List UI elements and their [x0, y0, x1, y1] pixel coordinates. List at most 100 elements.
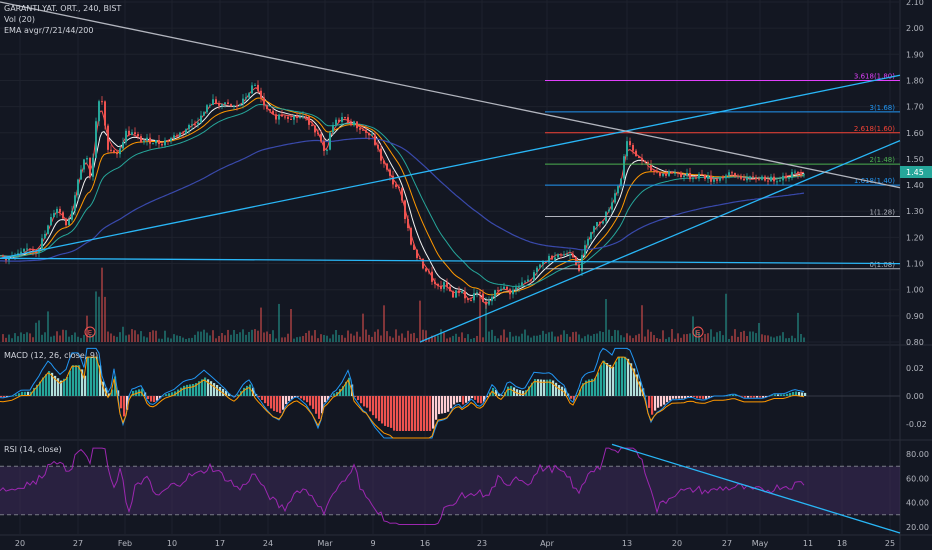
- volume-bar: [533, 335, 535, 342]
- macd-bar: [342, 386, 345, 396]
- time-axis-tick: 10: [167, 539, 177, 548]
- macd-bar: [3, 396, 6, 398]
- macd-bar: [81, 369, 84, 396]
- price-axis-tick: 2.10: [906, 0, 924, 7]
- candle-body: [179, 132, 181, 137]
- macd-bar: [702, 396, 705, 399]
- volume-bar: [203, 329, 205, 342]
- macd-bar: [420, 396, 423, 431]
- volume-bar: [137, 334, 139, 342]
- candle-body: [92, 157, 94, 177]
- macd-bar: [405, 396, 408, 431]
- macd-bar: [798, 391, 801, 396]
- volume-bar: [185, 338, 187, 342]
- volume-bar: [23, 334, 25, 342]
- volume-bar: [449, 337, 451, 342]
- candle-body: [590, 232, 592, 239]
- candle-body: [785, 175, 787, 179]
- macd-bar: [495, 389, 498, 396]
- macd-bar: [252, 387, 255, 396]
- macd-bar: [624, 356, 627, 396]
- volume-bar: [230, 334, 232, 342]
- candle-body: [59, 208, 61, 213]
- macd-bar: [411, 396, 414, 431]
- candle-body: [563, 254, 565, 256]
- volume-bar: [236, 334, 238, 342]
- macd-bar: [579, 389, 582, 396]
- candle-body: [548, 255, 550, 263]
- volume-bar: [359, 336, 361, 342]
- candle-body: [740, 176, 742, 179]
- macd-bar: [483, 396, 486, 402]
- macd-bar: [132, 390, 135, 396]
- candle-body: [674, 172, 676, 174]
- macd-bar: [585, 380, 588, 396]
- fib-level-label: 3(1.68): [869, 104, 895, 112]
- macd-bar: [150, 396, 153, 402]
- volume-bars: [2, 267, 805, 342]
- macd-bar: [198, 381, 201, 396]
- macd-bar: [699, 396, 702, 399]
- candle-body: [281, 114, 283, 117]
- macd-bar: [519, 390, 522, 396]
- candle-body: [626, 141, 628, 157]
- earnings-marker-label: E: [696, 329, 700, 337]
- candle-body: [56, 208, 58, 214]
- macd-bar: [366, 396, 369, 408]
- macd-bar: [306, 396, 309, 403]
- volume-bar: [224, 335, 226, 342]
- macd-bar: [456, 396, 459, 403]
- candle-body: [620, 178, 622, 187]
- macd-bar: [201, 379, 204, 396]
- time-axis-tick: 11: [803, 539, 813, 548]
- macd-bar: [486, 396, 489, 398]
- macd-bar: [159, 396, 162, 399]
- macd-bar: [120, 396, 123, 409]
- macd-bar: [477, 396, 480, 403]
- macd-bar: [645, 395, 648, 397]
- candle-body: [44, 233, 46, 239]
- macd-bar: [426, 396, 429, 431]
- time-axis-tick: 25: [885, 539, 895, 548]
- macd-bar: [621, 356, 624, 396]
- candle-body: [317, 132, 319, 135]
- candle-body: [749, 176, 751, 179]
- volume-bar: [167, 337, 169, 342]
- volume-bar: [8, 334, 10, 342]
- candle-body: [407, 219, 409, 229]
- volume-bar: [782, 332, 784, 342]
- candle-body: [587, 238, 589, 246]
- volume-bar: [389, 336, 391, 342]
- macd-bar: [75, 365, 78, 396]
- macd-bar: [327, 396, 330, 400]
- macd-bar: [6, 396, 9, 397]
- volume-bar: [347, 330, 349, 342]
- volume-bar: [212, 330, 214, 342]
- candle-body: [551, 255, 553, 260]
- candle-body: [326, 149, 328, 151]
- candle-body: [47, 225, 49, 234]
- volume-bar: [233, 330, 235, 342]
- volume-bar: [617, 330, 619, 342]
- candle-body: [464, 291, 466, 299]
- candle-body: [689, 173, 691, 180]
- macd-bar: [168, 393, 171, 396]
- macd-bar: [99, 365, 102, 396]
- candle-body: [347, 117, 349, 123]
- macd-bar: [63, 378, 66, 396]
- macd-bar: [636, 374, 639, 396]
- macd-bar: [84, 375, 87, 396]
- candle-body: [659, 171, 661, 176]
- macd-bar: [264, 396, 267, 404]
- volume-bar: [611, 335, 613, 342]
- volume-bar: [320, 334, 322, 342]
- volume-bar: [53, 335, 55, 342]
- volume-bar: [110, 333, 112, 342]
- candle-body: [434, 281, 436, 285]
- macd-bar: [57, 378, 60, 396]
- macd-bar: [102, 381, 105, 396]
- volume-bar: [569, 336, 571, 342]
- macd-bar: [276, 396, 279, 412]
- macd-bar: [354, 396, 357, 397]
